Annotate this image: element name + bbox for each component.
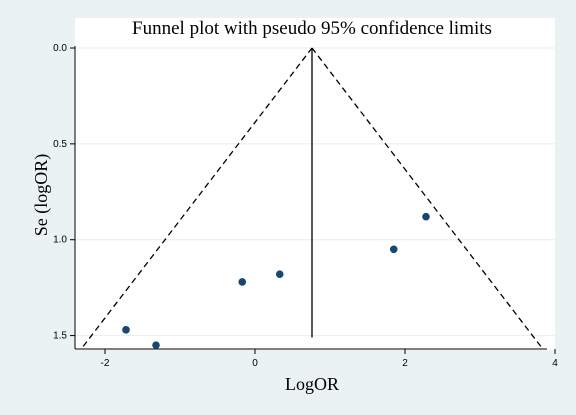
gridlines [75, 47, 555, 337]
y-tick-label: 0.0 [53, 43, 67, 54]
data-points [122, 212, 430, 349]
x-tick-label: 0 [252, 358, 258, 369]
data-point [152, 341, 160, 349]
x-axis-label: LogOR [285, 374, 339, 394]
y-axis-label: Se (logOR) [31, 154, 52, 237]
lower-confidence-limit [82, 47, 313, 348]
data-point [122, 326, 130, 334]
y-tick-label: 1.5 [53, 331, 67, 342]
y-tick-label: 0.5 [53, 139, 67, 150]
x-tick-label: 2 [402, 358, 408, 369]
y-tick-label: 1.0 [53, 235, 67, 246]
x-tick-label: 4 [552, 358, 558, 369]
axes: 0.0 0.5 1.0 1.5 -2 0 2 4 [53, 43, 558, 369]
data-point [389, 245, 398, 254]
data-point [422, 212, 430, 221]
funnel-lines [82, 47, 542, 348]
data-point [275, 270, 284, 279]
upper-confidence-limit [311, 47, 542, 348]
data-point [238, 278, 247, 286]
chart-title: Funnel plot with pseudo 95% confidence l… [132, 18, 492, 39]
x-tick-label: -2 [101, 358, 110, 369]
plot-area [75, 18, 555, 350]
